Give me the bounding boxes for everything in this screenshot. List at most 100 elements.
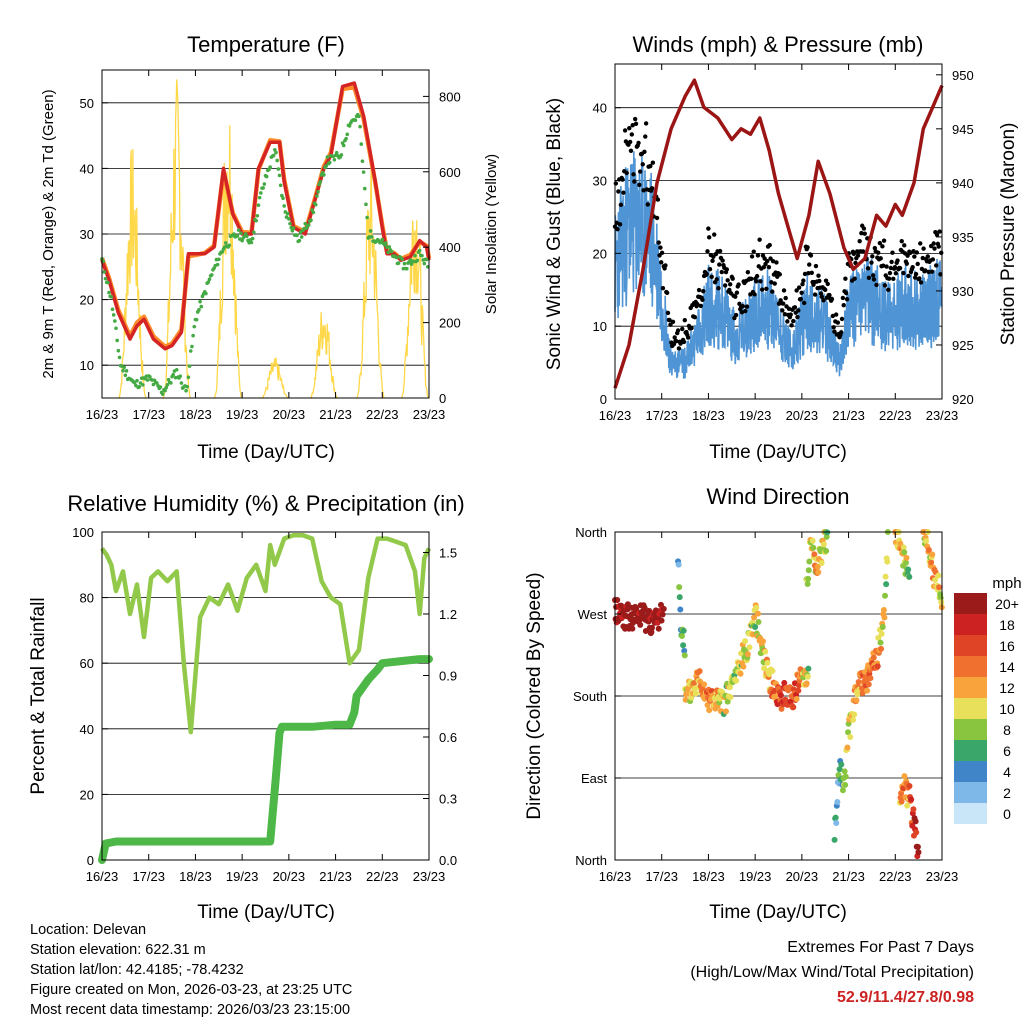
temperature-xlabel: Time (Day/UTC) <box>197 442 335 463</box>
gust-point <box>712 232 717 237</box>
dewpoint-point <box>236 228 241 232</box>
humidity-line <box>100 533 432 735</box>
direction-point <box>754 610 761 617</box>
gust-point <box>792 305 798 310</box>
direction-point <box>811 551 818 558</box>
gust-point <box>800 281 805 287</box>
colorbar-swatch <box>954 677 987 698</box>
dewpoint-point <box>199 304 204 309</box>
winds-xtick-label: 19/23 <box>739 408 772 423</box>
gust-point <box>821 298 826 303</box>
gust-point <box>920 255 925 261</box>
dewpoint-point <box>299 235 304 239</box>
gust-point <box>921 246 926 251</box>
gust-point <box>777 272 783 277</box>
gust-point <box>624 170 629 176</box>
gust-point <box>791 318 796 324</box>
colorbar-label: 0 <box>1003 806 1011 822</box>
direction-ytick-label: West <box>578 607 608 622</box>
direction-point <box>637 621 644 628</box>
gust-point <box>744 304 750 309</box>
direction-xtick-label: 18/23 <box>692 869 725 884</box>
dewpoint-point <box>197 308 201 312</box>
gust-point <box>637 182 642 188</box>
gust-point <box>701 289 706 294</box>
gust-point <box>656 240 661 245</box>
winds-x-ticks: 16/23 17/23 18/23 19/23 20/23 21/23 22/23 23/23 <box>599 64 958 423</box>
dewpoint-point <box>341 143 346 148</box>
direction-point <box>936 584 943 591</box>
dewpoint-point <box>287 217 291 221</box>
gust-point <box>736 282 741 287</box>
direction-point <box>658 617 665 624</box>
dewpoint-point <box>164 385 169 390</box>
direction-point <box>751 614 758 621</box>
gust-point <box>667 317 672 323</box>
gust-point <box>727 282 733 287</box>
humidity-ytick-label: 60 <box>80 656 94 671</box>
dewpoint-point <box>315 194 319 198</box>
gust-point <box>897 265 903 271</box>
colorbar-swatch <box>954 740 987 761</box>
dewpoint-point <box>245 234 249 239</box>
direction-xtick-label: 19/23 <box>739 869 772 884</box>
dewpoint-point <box>184 388 188 393</box>
gust-point <box>752 292 757 297</box>
temperature-panel: Temperature (F) 16/23 17/23 18/23 19/23 20/2… <box>40 32 500 463</box>
gust-point <box>665 310 671 316</box>
winds-xtick-label: 22/23 <box>879 408 912 423</box>
direction-point <box>696 668 703 675</box>
dewpoint-point <box>115 338 119 343</box>
direction-point <box>769 667 776 674</box>
recent-timestamp: Most recent data timestamp: 2026/03/23 2… <box>30 1002 351 1018</box>
gust-point <box>801 300 807 306</box>
direction-point <box>910 806 917 813</box>
dewpoint-point <box>256 203 261 208</box>
gust-point <box>706 235 712 240</box>
direction-point <box>680 627 687 634</box>
temperature-y-ticks: 10 20 30 40 50 <box>80 96 108 373</box>
dewpoint-point <box>259 191 263 195</box>
gust-point <box>799 290 804 296</box>
dewpoint-point <box>424 257 429 262</box>
gust-point <box>770 259 776 264</box>
humidity-ylabel: Percent & Total Rainfall <box>28 597 49 794</box>
temperature-xtick-label: 20/23 <box>273 407 306 422</box>
gust-point <box>772 281 777 286</box>
gust-point <box>740 303 746 309</box>
pressure-y2tick-label: 925 <box>952 338 974 353</box>
gust-point <box>887 270 893 276</box>
gust-point <box>685 335 691 340</box>
dewpoint-point <box>216 257 221 262</box>
direction-point <box>726 684 733 691</box>
gust-point <box>895 258 900 263</box>
precip-y2-ticks: 0.0 0.3 0.6 0.9 1.2 1.5 <box>423 546 457 868</box>
direction-point <box>935 572 942 579</box>
direction-point <box>614 596 621 603</box>
gust-point <box>855 253 861 258</box>
gust-point <box>861 226 867 231</box>
dewpoint-point <box>185 384 190 389</box>
gust-point <box>819 294 825 300</box>
winds-y-ticks: 0 10 20 30 40 <box>593 101 621 407</box>
temperature-gridlines <box>102 102 429 366</box>
direction-point <box>805 567 812 574</box>
precip-y2tick-label: 1.5 <box>439 546 457 561</box>
gust-point <box>931 241 936 246</box>
gust-point <box>709 274 714 280</box>
direction-ytick-label: North <box>575 525 607 540</box>
gust-point <box>725 278 730 283</box>
colorbar-swatch <box>954 761 987 782</box>
dewpoint-point <box>271 153 276 158</box>
direction-point <box>777 692 784 699</box>
dewpoint-point <box>380 237 385 242</box>
direction-point <box>806 558 813 565</box>
dewpoint-point <box>387 245 392 249</box>
direction-point <box>836 766 843 773</box>
direction-point <box>881 614 888 621</box>
dewpoint-point <box>318 179 323 184</box>
humidity-xtick-label: 23/23 <box>413 869 446 884</box>
colorbar-unit: mph <box>992 575 1021 592</box>
dewpoint-point <box>145 378 150 382</box>
gust-point <box>759 287 765 292</box>
